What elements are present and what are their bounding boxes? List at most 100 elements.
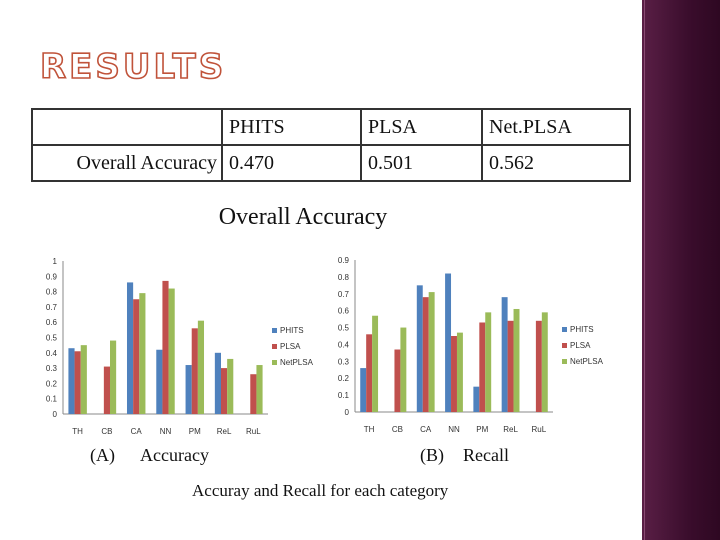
bar-netplsa (256, 365, 263, 414)
bar-plsa (133, 299, 140, 414)
table-cell: 0.470 (221, 144, 362, 182)
legend-label: PLSA (280, 342, 301, 351)
table-header-cell: Net.PLSA (481, 108, 631, 146)
y-tick-label: 0.9 (338, 256, 350, 265)
bar-netplsa (541, 312, 548, 412)
legend-label: PHITS (570, 325, 594, 334)
figure-caption: Accuray and Recall for each category (192, 481, 449, 500)
legend-label: NetPLSA (570, 357, 604, 366)
table-cell: Overall Accuracy (31, 144, 223, 182)
bar-phits (214, 352, 221, 414)
y-tick-label: 0.4 (338, 340, 350, 349)
y-tick-label: 0.2 (338, 374, 350, 383)
x-tick-label: NN (160, 427, 172, 436)
table-cell: 0.562 (481, 144, 631, 182)
bar-phits (126, 282, 134, 414)
y-tick-label: 0 (53, 410, 58, 419)
bar-phits (360, 368, 367, 412)
table-header-row: PHITS PLSA Net.PLSA (31, 108, 631, 146)
x-tick-label: PM (476, 425, 488, 434)
bar-plsa (394, 349, 401, 412)
bar-phits (445, 273, 452, 412)
y-tick-label: 1 (53, 257, 58, 266)
y-tick-label: 0.3 (46, 364, 58, 373)
x-tick-label: CB (392, 425, 403, 434)
legend-swatch (562, 359, 567, 364)
legend-swatch (562, 343, 567, 348)
bar-phits (501, 297, 508, 412)
bar-plsa (479, 322, 486, 412)
bar-netplsa (110, 340, 117, 414)
y-tick-label: 0.9 (46, 272, 58, 281)
table-header-cell (31, 108, 223, 146)
legend-swatch (272, 344, 277, 349)
y-tick-label: 0.2 (46, 379, 58, 388)
y-tick-label: 0.1 (338, 391, 350, 400)
x-tick-label: TH (364, 425, 375, 434)
y-tick-label: 0.6 (338, 307, 350, 316)
bar-netplsa (139, 293, 146, 414)
y-tick-label: 0 (345, 408, 350, 417)
overall-accuracy-heading: Overall Accuracy (218, 204, 388, 230)
bar-netplsa (485, 312, 492, 412)
bar-netplsa (80, 345, 87, 414)
caption-b-text: Recall (463, 445, 509, 465)
bar-netplsa (168, 288, 175, 414)
x-tick-label: TH (72, 427, 83, 436)
bar-netplsa (372, 315, 379, 412)
bar-netplsa (400, 327, 407, 412)
bar-netplsa (197, 320, 205, 414)
bar-plsa (191, 328, 198, 414)
bar-phits (156, 349, 163, 414)
bar-netplsa (456, 332, 463, 412)
y-tick-label: 0.4 (46, 349, 58, 358)
x-tick-label: ReL (217, 427, 232, 436)
bar-plsa (74, 351, 81, 414)
x-tick-label: ReL (503, 425, 518, 434)
overall-accuracy-table: PHITS PLSA Net.PLSA Overall Accuracy 0.4… (31, 108, 631, 182)
bar-plsa (507, 320, 514, 412)
y-tick-label: 0.5 (46, 334, 58, 343)
bar-plsa (451, 336, 457, 412)
bar-netplsa (513, 308, 520, 412)
table-header-cell: PHITS (221, 108, 362, 146)
y-tick-label: 0.7 (46, 303, 58, 312)
x-tick-label: CB (101, 427, 112, 436)
y-tick-label: 0.6 (46, 318, 58, 327)
y-tick-label: 0.8 (46, 288, 58, 297)
bar-phits (416, 285, 423, 412)
bar-plsa (535, 320, 542, 412)
x-tick-label: RuL (246, 427, 261, 436)
legend-label: NetPLSA (280, 358, 314, 367)
bar-plsa (162, 280, 169, 414)
y-tick-label: 0.5 (338, 324, 350, 333)
bar-plsa (220, 368, 228, 414)
legend-label: PLSA (570, 341, 591, 350)
y-tick-label: 0.8 (338, 273, 350, 282)
legend-swatch (272, 328, 277, 333)
y-tick-label: 0.1 (46, 395, 58, 404)
slide-title: RESULTS (39, 47, 227, 87)
bar-plsa (103, 366, 111, 414)
bar-phits (185, 365, 192, 414)
bar-plsa (366, 334, 373, 412)
side-decoration-band (642, 0, 720, 540)
accuracy-chart: 0 0.1 0.2 0.3 0.4 0.5 0.6 0.7 0.8 0.9 1 TH CB CA NN PM R… (46, 257, 314, 436)
bar-plsa (250, 374, 257, 414)
legend-swatch (562, 327, 567, 332)
y-tick-label: 0.7 (338, 290, 350, 299)
table-cell: 0.501 (360, 144, 483, 182)
bar-plsa (422, 297, 429, 412)
x-tick-label: CA (131, 427, 143, 436)
legend-swatch (272, 360, 277, 365)
bar-netplsa (428, 292, 435, 412)
x-tick-label: RuL (532, 425, 547, 434)
x-tick-label: PM (189, 427, 201, 436)
caption-a-letter: (A) (90, 445, 115, 465)
legend-label: PHITS (280, 326, 304, 335)
caption-a-text: Accuracy (140, 445, 209, 465)
recall-chart: 0 0.1 0.2 0.3 0.4 0.5 0.6 0.7 0.8 0.9 TH CB CA NN PM Re… (338, 256, 604, 434)
x-tick-label: NN (448, 425, 460, 434)
table-header-cell: PLSA (360, 108, 483, 146)
table-row: Overall Accuracy 0.470 0.501 0.562 (31, 144, 631, 182)
